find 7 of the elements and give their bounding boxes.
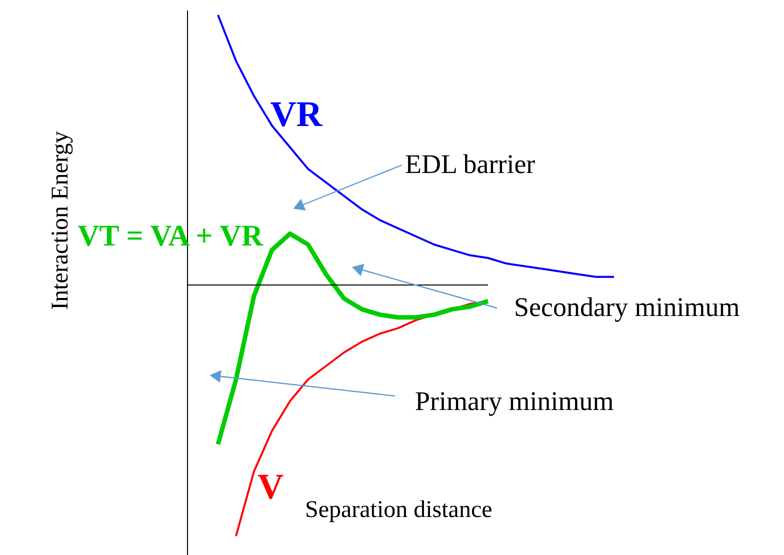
annotation: Primary minimum xyxy=(415,386,614,416)
series-label: V xyxy=(258,466,284,506)
annotation: EDL barrier xyxy=(405,149,536,179)
annotation: Secondary minimum xyxy=(514,292,740,322)
series-label: VR xyxy=(270,94,324,134)
x-axis-title: Separation distance xyxy=(305,497,492,523)
y-axis-title: Interaction Energy xyxy=(48,131,74,310)
